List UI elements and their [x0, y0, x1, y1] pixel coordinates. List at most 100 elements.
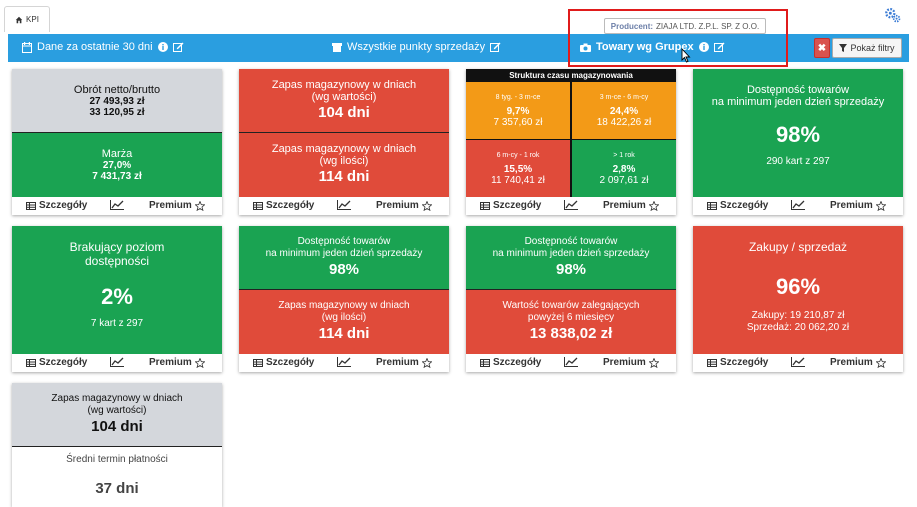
stock-title-1: Zapas magazynowy w dniach: [271, 78, 417, 91]
availability-panel: Dostępność towarów na minimum jeden dzie…: [693, 69, 903, 197]
stock-sub-1: (wg wartości): [311, 90, 377, 103]
cell-label: 3 m-ce - 6 m-cy: [599, 94, 649, 101]
availability-sub: na minimum jeden dzień sprzedaży: [492, 247, 650, 259]
availability-panel: Dostępność towarów na minimum jeden dzie…: [466, 226, 676, 289]
line-chart-icon[interactable]: [110, 357, 124, 367]
card-footer: Szczegóły Premium: [466, 197, 676, 215]
clear-filters-button[interactable]: ✖: [814, 38, 830, 58]
date-filter-label: Dane za ostatnie 30 dni: [37, 41, 153, 53]
details-label: Szczegóły: [493, 200, 542, 211]
line-chart-icon[interactable]: [564, 200, 578, 210]
card-stock-structure: Struktura czasu magazynowania 8 tyg. - 3…: [466, 69, 676, 215]
edit-icon[interactable]: [172, 42, 184, 52]
details-label: Szczegóły: [39, 200, 88, 211]
line-chart-icon[interactable]: [110, 200, 124, 210]
premium-label: Premium: [376, 200, 419, 211]
highlight-box: [568, 9, 788, 67]
tab-kpi[interactable]: KPI: [4, 6, 50, 32]
cursor-icon: [681, 48, 691, 63]
table-icon: [253, 358, 263, 367]
edit-icon[interactable]: [713, 42, 725, 52]
details-button[interactable]: Szczegóły: [707, 200, 768, 211]
details-button[interactable]: Szczegóły: [253, 200, 314, 211]
card-stock-payment: Zapas magazynowy w dniach (wg wartości) …: [12, 383, 222, 507]
details-label: Szczegóły: [266, 200, 315, 211]
line-chart-icon[interactable]: [337, 357, 351, 367]
availability-panel: Dostępność towarów na minimum jeden dzie…: [239, 226, 449, 289]
star-icon: [194, 357, 205, 368]
missing-sub: dostępności: [84, 254, 150, 268]
stock-value: 114 dni: [318, 325, 370, 342]
edit-icon[interactable]: [490, 42, 501, 52]
stock-title: Zapas magazynowy w dniach: [51, 392, 183, 404]
details-button[interactable]: Szczegóły: [480, 200, 541, 211]
line-chart-icon[interactable]: [337, 200, 351, 210]
turnover-gross: 33 120,95 zł: [89, 106, 145, 118]
tooltip-label: Producent:: [610, 21, 654, 31]
details-button[interactable]: Szczegóły: [480, 357, 541, 368]
premium-button[interactable]: Premium: [830, 357, 886, 368]
divider: [12, 446, 222, 447]
premium-button[interactable]: Premium: [149, 200, 205, 211]
stock-value-1: 104 dni: [318, 103, 370, 121]
top-bar: KPI: [0, 0, 917, 32]
margin-pct: 27,0%: [102, 160, 132, 171]
details-label: Szczegóły: [720, 200, 769, 211]
info-icon[interactable]: [157, 42, 168, 52]
purchases-amount: Zakupy: 19 210,87 zł: [751, 310, 845, 321]
premium-button[interactable]: Premium: [830, 200, 886, 211]
card-purchases-sales: Zakupy / sprzedaż 96% Zakupy: 19 210,87 …: [693, 226, 903, 372]
structure-cell: 8 tyg. - 3 m-ce 9,7% 7 357,60 zł: [466, 82, 570, 139]
goods-filter[interactable]: Towary wg Grupex: [580, 41, 725, 53]
divider: [466, 289, 676, 290]
cell-value: 7 357,60 zł: [493, 117, 543, 128]
date-filter[interactable]: Dane za ostatnie 30 dni: [22, 41, 184, 53]
sales-amount: Sprzedaż: 20 062,20 zł: [746, 322, 850, 333]
availability-count: 290 kart z 297: [766, 156, 830, 167]
structure-cell: > 1 rok 2,8% 2 097,61 zł: [572, 140, 676, 197]
card-turnover: Obrót netto/brutto 27 493,93 zł 33 120,9…: [12, 69, 222, 215]
cell-pct: 15,5%: [503, 164, 533, 175]
availability-sub: na minimum jeden dzień sprzedaży: [711, 96, 885, 108]
availability-value: 98%: [328, 260, 360, 278]
card-footer: Szczegóły Premium: [239, 354, 449, 372]
stock-value-panel: Zapas magazynowy w dniach (wg wartości) …: [12, 383, 222, 446]
show-filters-button[interactable]: Pokaż filtry: [832, 38, 902, 58]
card-availability-old-goods: Dostępność towarów na minimum jeden dzie…: [466, 226, 676, 372]
structure-cell: 3 m-ce - 6 m-cy 24,4% 18 422,26 zł: [572, 82, 676, 139]
premium-button[interactable]: Premium: [603, 357, 659, 368]
availability-title: Dostępność towarów: [746, 84, 850, 96]
details-button[interactable]: Szczegóły: [707, 357, 768, 368]
store-icon: [332, 43, 342, 52]
premium-label: Premium: [603, 200, 646, 211]
star-icon: [421, 357, 432, 368]
payment-term-title: Średni termin płatności: [66, 454, 168, 465]
stock-sub: (wg ilości): [321, 312, 367, 323]
gears-icon[interactable]: [884, 6, 902, 24]
premium-button[interactable]: Premium: [149, 357, 205, 368]
details-button[interactable]: Szczegóły: [26, 200, 87, 211]
table-icon: [26, 358, 36, 367]
line-chart-icon[interactable]: [791, 200, 805, 210]
premium-button[interactable]: Premium: [603, 200, 659, 211]
filter-icon: [839, 44, 848, 52]
cell-pct: 24,4%: [609, 106, 639, 117]
premium-label: Premium: [149, 357, 192, 368]
producer-tooltip: Producent: ZIAJA LTD. Z.P.L. SP. Z O.O.: [604, 18, 766, 34]
premium-button[interactable]: Premium: [376, 200, 432, 211]
line-chart-icon[interactable]: [791, 357, 805, 367]
premium-button[interactable]: Premium: [376, 357, 432, 368]
star-icon: [875, 357, 886, 368]
details-button[interactable]: Szczegóły: [26, 357, 87, 368]
card-stock-days: Zapas magazynowy w dniach (wg wartości) …: [239, 69, 449, 215]
divider: [239, 132, 449, 133]
info-icon[interactable]: [698, 42, 709, 52]
margin-panel: Marża 27,0% 7 431,73 zł: [12, 133, 222, 197]
details-button[interactable]: Szczegóły: [253, 357, 314, 368]
availability-value: 98%: [775, 122, 821, 147]
line-chart-icon[interactable]: [564, 357, 578, 367]
cell-pct: 2,8%: [612, 164, 636, 175]
points-filter[interactable]: Wszystkie punkty sprzedaży: [332, 41, 501, 53]
missing-value: 2%: [101, 284, 133, 309]
details-label: Szczegóły: [720, 357, 769, 368]
